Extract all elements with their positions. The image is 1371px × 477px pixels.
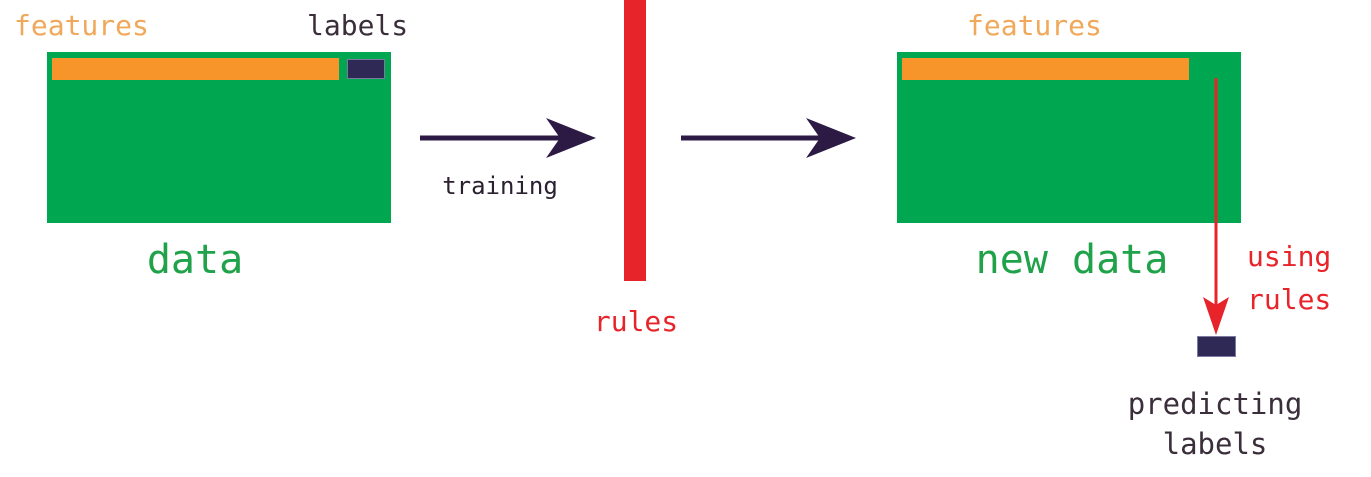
using-rules-label-line1: using [1247,240,1332,273]
data-label: data [146,237,244,283]
training-arrow [420,118,596,158]
predicting-label-line1: predicting [1127,387,1303,421]
using-rules-label-line2: rules [1247,283,1332,316]
features-bar-right [902,58,1189,80]
apply-rules-arrow [681,118,856,158]
new-data-panel [897,52,1241,223]
rules-label: rules [593,305,679,338]
rules-bar [624,0,646,281]
predicted-label-box [1197,336,1236,357]
training-data-panel [47,52,391,223]
predicting-label-line2: labels [1162,427,1268,461]
features-label-left: features [14,9,149,42]
training-label: training [442,172,558,200]
features-label-right: features [967,9,1102,42]
features-bar-left [52,58,339,80]
new-data-label: new data [975,237,1169,283]
labels-label-left: labels [307,9,409,42]
labels-box-left [347,59,385,79]
